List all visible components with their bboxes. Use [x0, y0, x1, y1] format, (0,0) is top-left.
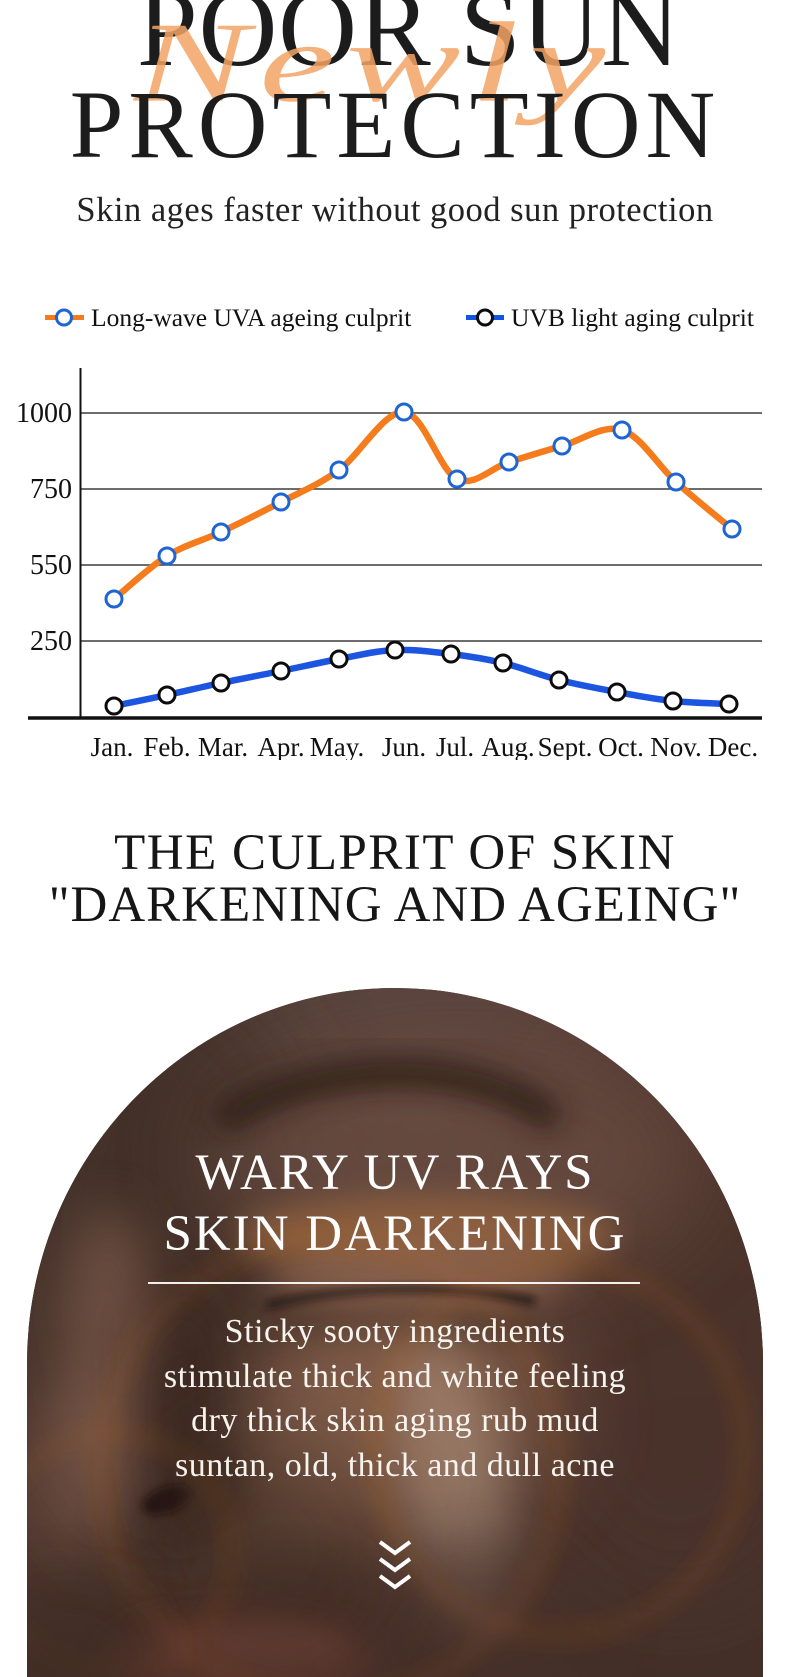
svg-text:Oct.: Oct. [598, 732, 644, 760]
svg-text:750: 750 [30, 474, 72, 505]
svg-text:550: 550 [30, 550, 72, 581]
svg-text:May.: May. [310, 732, 365, 760]
svg-text:Long-wave UVA ageing culprit: Long-wave UVA ageing culprit [91, 303, 411, 332]
svg-text:Dec.: Dec. [708, 732, 758, 760]
svg-text:1000: 1000 [16, 398, 72, 429]
svg-text:Nov.: Nov. [650, 732, 702, 760]
svg-text:250: 250 [30, 626, 72, 657]
svg-text:Mar.: Mar. [198, 732, 248, 760]
svg-text:Jan.: Jan. [91, 732, 134, 760]
svg-text:Aug.: Aug. [481, 732, 534, 760]
svg-text:Apr.: Apr. [257, 732, 304, 760]
svg-text:Sept.: Sept. [538, 732, 593, 760]
svg-text:Feb.: Feb. [143, 732, 190, 760]
svg-text:Jun.: Jun. [382, 732, 426, 760]
svg-text:UVB light aging culprit: UVB light aging culprit [511, 303, 754, 332]
svg-text:Jul.: Jul. [436, 732, 474, 760]
